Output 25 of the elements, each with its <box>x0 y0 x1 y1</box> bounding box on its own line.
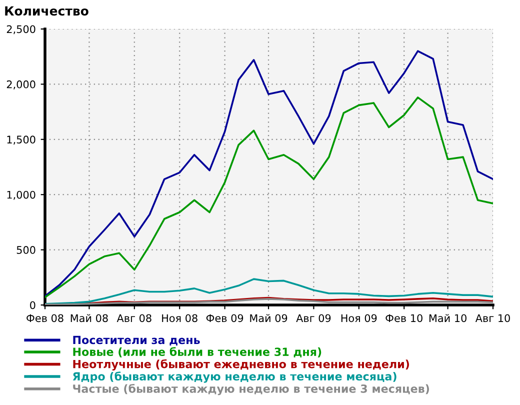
x-tick-label: Май 10 <box>429 314 466 322</box>
x-tick-label: Май 08 <box>70 314 108 322</box>
x-tick-label: Ноя 09 <box>341 314 377 322</box>
x-tick-label: Авг 10 <box>475 314 510 322</box>
y-tick-label: 1,500 <box>7 136 36 145</box>
legend-label: Новые (или не были в течение 31 дня) <box>73 347 322 358</box>
x-tick-label: Май 09 <box>250 314 288 322</box>
x-tick-label: Фев 10 <box>386 314 422 322</box>
x-tick-label: Авг 08 <box>116 314 152 322</box>
legend-label: Частые (бывают каждую неделю в течение 3 месяцев) <box>73 384 429 396</box>
legend-label: Ядро (бывают каждую неделю в течение месяца) <box>72 372 396 383</box>
x-tick-label: Ноя 08 <box>162 314 198 322</box>
x-tick-label: Фев 09 <box>206 314 244 322</box>
legend-label: Посетители за день <box>73 336 200 346</box>
x-tick-label: Фев 08 <box>26 314 64 322</box>
line-series <box>45 50 493 298</box>
y-tick-label: 1,000 <box>7 190 36 200</box>
y-tick-label: 2,000 <box>6 80 36 90</box>
y-tick-label: 0 <box>30 301 36 310</box>
x-tick-label: Авг 09 <box>296 314 331 322</box>
y-tick-label: 500 <box>16 246 36 254</box>
line-series <box>45 96 493 298</box>
legend-label: Неотлучные (бывают ежедневно в течение недели) <box>73 359 409 370</box>
y-tick-label: 2,500 <box>6 25 36 34</box>
chart-title: Количество <box>5 6 88 16</box>
